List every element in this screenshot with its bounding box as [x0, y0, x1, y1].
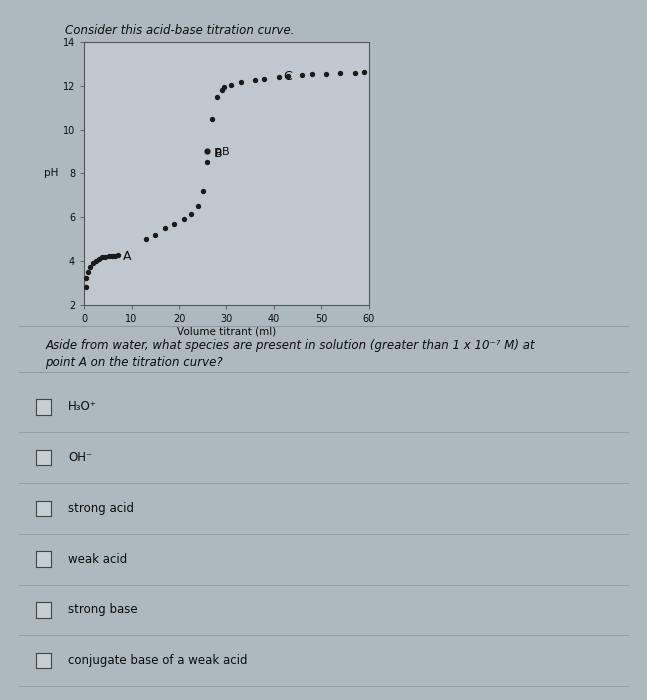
Text: OH⁻: OH⁻ — [68, 451, 92, 464]
Point — [110, 250, 120, 261]
Point — [335, 67, 345, 78]
Point — [226, 79, 236, 90]
X-axis label: Volume titrant (ml): Volume titrant (ml) — [177, 326, 276, 336]
Point — [203, 157, 213, 168]
Point — [83, 266, 93, 277]
Point — [307, 69, 317, 80]
Point — [179, 214, 189, 225]
Point — [87, 258, 98, 269]
Point — [150, 229, 160, 240]
Point — [113, 250, 124, 261]
Point — [236, 77, 246, 88]
Point — [80, 281, 91, 293]
Point — [82, 273, 92, 284]
Point — [274, 71, 284, 83]
Point — [321, 68, 331, 79]
Text: H₃O⁺: H₃O⁺ — [68, 400, 97, 414]
Text: conjugate base of a weak acid: conjugate base of a weak acid — [68, 654, 247, 667]
Point — [250, 75, 260, 86]
Point — [186, 208, 196, 219]
Text: weak acid: weak acid — [68, 552, 127, 566]
Point — [160, 223, 170, 234]
Text: strong acid: strong acid — [68, 502, 134, 515]
Y-axis label: pH: pH — [45, 168, 59, 178]
Point — [104, 251, 114, 262]
Point — [197, 185, 208, 196]
Point — [85, 262, 95, 273]
Point — [283, 70, 293, 81]
Point — [100, 251, 111, 262]
Text: B: B — [214, 147, 223, 160]
Point — [349, 67, 360, 78]
Text: C: C — [283, 70, 292, 83]
Point — [219, 81, 229, 92]
Point — [297, 69, 307, 80]
Point — [107, 251, 117, 262]
Point — [91, 256, 101, 267]
Point — [94, 253, 104, 264]
Point — [207, 113, 217, 124]
Point — [203, 146, 213, 157]
Text: A: A — [123, 250, 131, 262]
Point — [140, 233, 151, 244]
Point — [193, 200, 203, 211]
Point — [97, 252, 107, 263]
Point — [169, 218, 179, 229]
Point — [259, 74, 270, 85]
Point — [359, 66, 369, 77]
Point — [212, 91, 222, 102]
Text: strong base: strong base — [68, 603, 138, 617]
Text: Aside from water, what species are present in solution (greater than 1 x 10⁻⁷ M): Aside from water, what species are prese… — [45, 340, 535, 353]
Text: point A on the titration curve?: point A on the titration curve? — [45, 356, 223, 369]
Text: pB: pB — [215, 147, 229, 157]
Text: Consider this acid-base titration curve.: Consider this acid-base titration curve. — [65, 25, 294, 38]
Point — [217, 85, 227, 96]
